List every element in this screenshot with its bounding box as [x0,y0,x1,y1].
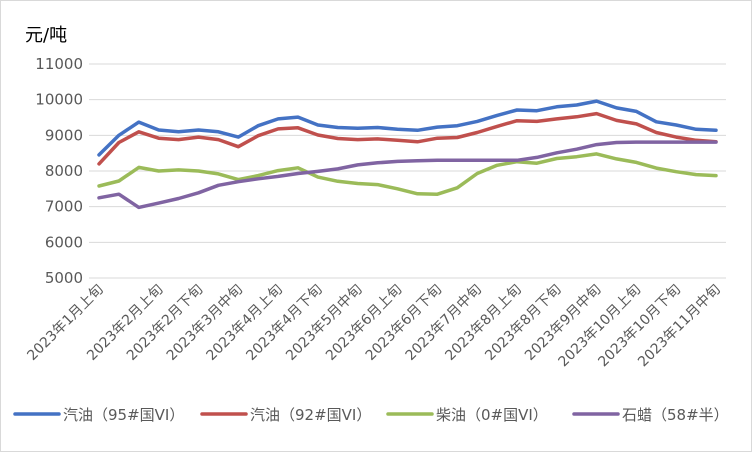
legend-label-3: 柴油（0#国VI） [436,406,548,424]
legend-label-1: 汽油（95#国VI） [63,406,184,424]
legend-label-4: 石蜡（58#半） [622,406,729,424]
y-tick-label-7000: 7000 [45,198,83,216]
y-axis-unit-label: 元/吨 [25,25,67,46]
series-line-4 [97,140,718,210]
legend-label-2: 汽油（92#国VI） [250,406,371,424]
series-line-2 [97,111,718,166]
y-axis-ticks: 5000 6000 7000 8000 9000 10000 11000 [35,55,83,287]
y-tick-label-9000: 9000 [45,126,83,144]
legend: 汽油（95#国VI） 汽油（92#国VI） 柴油（0#国VI） 石蜡（58#半） [13,406,729,424]
series-line-1 [97,99,718,157]
series-line-3 [97,152,718,196]
series-lines [97,99,718,210]
x-axis-ticks: 2023年1月上旬2023年2月上旬2023年2月下旬2023年3月中旬2023… [24,282,724,371]
y-tick-label-6000: 6000 [45,233,83,251]
y-tick-label-8000: 8000 [45,162,83,180]
y-tick-label-11000: 11000 [35,55,83,73]
y-tick-label-10000: 10000 [35,91,83,109]
y-tick-label-5000: 5000 [45,269,83,287]
